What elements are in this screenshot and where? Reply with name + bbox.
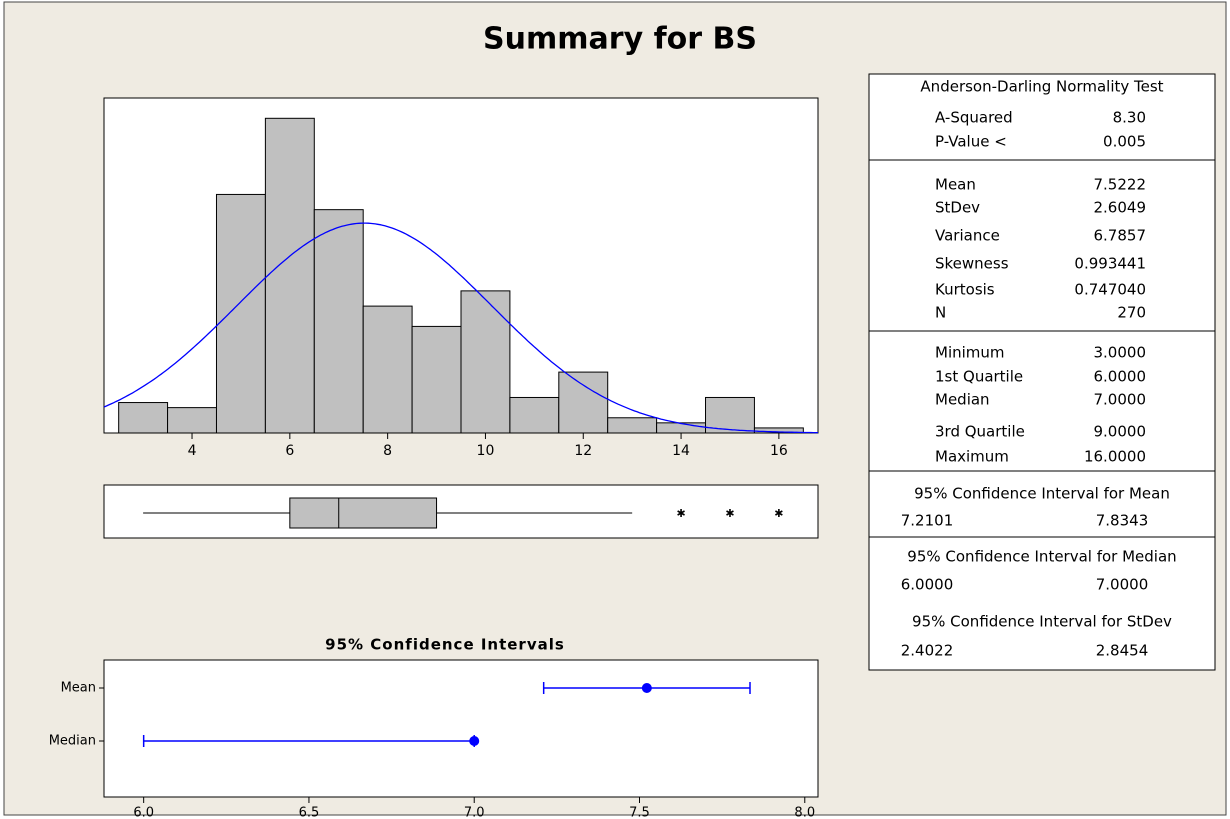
x-tick-label: 6.5 — [299, 806, 320, 819]
stat-label: StDev — [935, 199, 980, 217]
bar — [607, 417, 658, 434]
bar — [167, 407, 217, 434]
estimate — [641, 683, 652, 693]
bar — [411, 325, 462, 434]
stat-label: 3rd Quartile — [935, 423, 1025, 441]
outlier — [726, 509, 734, 517]
outlier — [677, 509, 685, 517]
y-tick-label: Median — [49, 734, 96, 749]
stat-value: 0.747040 — [1074, 281, 1146, 299]
stat-value: 2.6049 — [1094, 199, 1147, 217]
bar — [705, 396, 755, 434]
x-tick-label: 8.0 — [794, 806, 815, 819]
stat-value: 8.30 — [1113, 109, 1146, 127]
section-title: 95% Confidence Interval for Mean — [914, 485, 1170, 503]
bar — [313, 209, 364, 434]
estimate — [469, 736, 480, 746]
stat-label: Kurtosis — [935, 281, 995, 299]
section-title: 95% Confidence Interval for Median — [907, 548, 1176, 566]
x-tick-label: 6 — [285, 443, 294, 459]
stat-value: 9.0000 — [1094, 423, 1147, 441]
interval-upper: 2.8454 — [1096, 642, 1149, 660]
interval-lower: 2.4022 — [901, 642, 954, 660]
stat-value: 3.0000 — [1094, 344, 1147, 362]
x-tick-label: 12 — [574, 443, 592, 459]
stat-label: P-Value < — [935, 133, 1007, 151]
x-tick-label: 6.0 — [133, 806, 154, 819]
stat-label: Minimum — [935, 344, 1005, 362]
stat-value: 7.5222 — [1094, 176, 1147, 194]
section-title: Anderson-Darling Normality Test — [920, 78, 1163, 96]
box — [289, 497, 438, 529]
bar — [264, 117, 315, 434]
interval-upper: 7.0000 — [1096, 576, 1149, 594]
stat-value: 16.0000 — [1084, 448, 1146, 466]
stat-label: N — [935, 304, 946, 322]
interval-title: 95% Confidence Intervals — [325, 636, 565, 654]
normal-fit — [103, 222, 818, 434]
x-tick-label: 7.0 — [464, 806, 485, 819]
stat-label: Skewness — [935, 255, 1009, 273]
stat-label: Maximum — [935, 448, 1009, 466]
interval-lower: 7.2101 — [901, 512, 954, 530]
y-tick-label: Mean — [61, 681, 96, 696]
bar — [558, 371, 609, 434]
interval-panel — [103, 659, 819, 798]
interval-lower: 6.0000 — [901, 576, 954, 594]
x-tick-label: 16 — [770, 443, 788, 459]
x-tick-label: 4 — [188, 443, 197, 459]
stat-label: Mean — [935, 176, 976, 194]
x-tick-label: 14 — [672, 443, 690, 459]
bar — [656, 422, 707, 434]
bar — [362, 305, 413, 434]
x-tick-label: 7.5 — [629, 806, 650, 819]
stat-value: 6.0000 — [1094, 368, 1147, 386]
section-title: 95% Confidence Interval for StDev — [912, 613, 1172, 631]
stat-value: 7.0000 — [1094, 391, 1147, 409]
bar — [215, 193, 266, 434]
title: Summary for BS — [483, 22, 757, 57]
x-tick-label: 10 — [477, 443, 495, 459]
boxplot-panel — [103, 484, 819, 539]
outlier — [775, 509, 783, 517]
stat-value: 270 — [1117, 304, 1146, 322]
stat-value: 0.005 — [1103, 133, 1146, 151]
bar — [460, 290, 511, 434]
stats-table — [868, 73, 1216, 671]
stat-label: A-Squared — [935, 109, 1013, 127]
stat-value: 0.993441 — [1074, 255, 1146, 273]
stat-label: Variance — [935, 227, 1000, 245]
interval-upper: 7.8343 — [1096, 512, 1149, 530]
stat-label: Median — [935, 391, 990, 409]
x-tick-label: 8 — [383, 443, 392, 459]
bar — [118, 402, 169, 434]
bar — [509, 396, 560, 434]
stat-value: 6.7857 — [1094, 227, 1147, 245]
stat-label: 1st Quartile — [935, 368, 1023, 386]
